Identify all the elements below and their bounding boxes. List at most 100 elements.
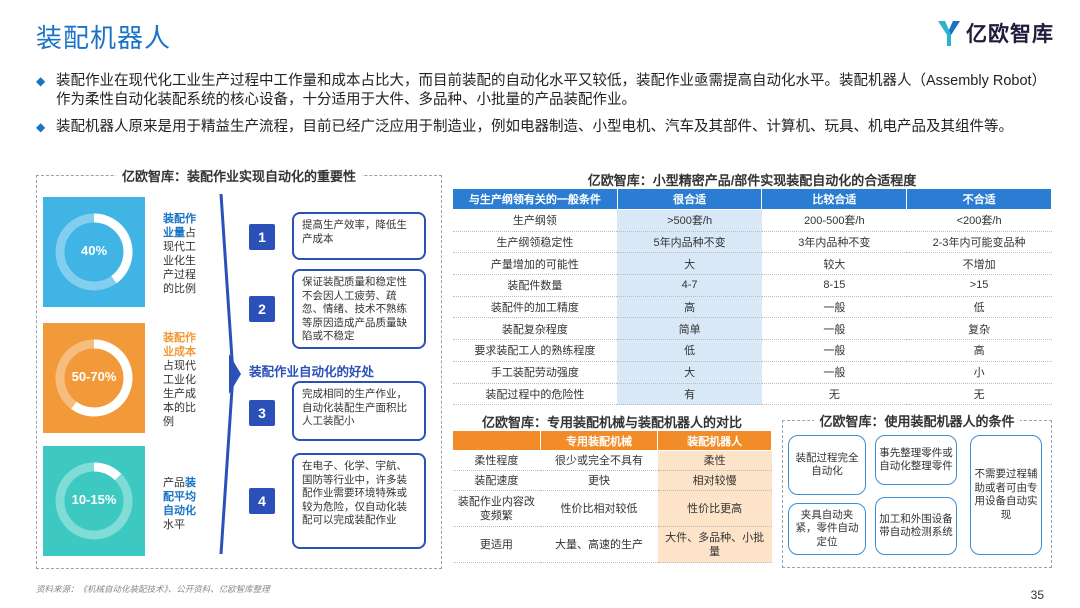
donut-arc bbox=[55, 462, 133, 540]
logo-text: 亿欧智库 bbox=[966, 23, 1054, 46]
table-row: 柔性程度 很少或完全不具有 柔性 bbox=[452, 450, 772, 471]
table-cell: 装配速度 bbox=[452, 470, 541, 491]
table-cell: 性价比相对较低 bbox=[540, 490, 658, 527]
benefit-label: 装配作业自动化的好处 bbox=[249, 365, 375, 379]
page-number: 35 bbox=[1030, 588, 1044, 602]
table-row: 装配作业内容改变频繁 性价比相对较低 性价比更高 bbox=[452, 490, 772, 527]
reason-box: 保证装配质量和稳定性不会因人工疲劳、疏忽、情绪、技术不熟练等原因造成产品质量缺陷… bbox=[292, 269, 426, 349]
table-cell: 大 bbox=[617, 252, 762, 276]
table-cell: 柔性 bbox=[657, 450, 772, 471]
table-cell: 柔性程度 bbox=[452, 450, 541, 471]
logo: 亿欧智库 bbox=[936, 18, 1054, 48]
table-cell: 装配复杂程度 bbox=[452, 317, 618, 341]
stat-value: 50-70% bbox=[71, 369, 117, 384]
table-cell: 低 bbox=[617, 339, 762, 362]
reason-box: 在电子、化学、宇航、国防等行业中，许多装配作业需要环境特殊或较为危险，仅自动化装… bbox=[292, 453, 426, 549]
table-row: 产量增加的可能性大较大 不增加 bbox=[452, 252, 1052, 276]
table-cell: 生产纲领稳定性 bbox=[452, 231, 618, 254]
table-cell: 一般 bbox=[761, 317, 907, 341]
stat-description: 装配作业量占现代工业化生产过程的比例 bbox=[163, 213, 196, 295]
table1-title: 亿欧智库：小型精密产品/部件实现装配自动化的合适程度 bbox=[587, 173, 917, 188]
table-cell: 无 bbox=[906, 383, 1052, 406]
table-row: 装配件数量 4-7 8-15 >15 bbox=[452, 274, 1052, 297]
table-cell: 小 bbox=[906, 361, 1052, 384]
table2-title: 亿欧智库：专用装配机械与装配机器人的对比 bbox=[481, 415, 742, 430]
table-cell: 装配作业内容改变频繁 bbox=[452, 490, 541, 527]
table-cell: 一般 bbox=[761, 296, 907, 319]
table-row: 装配过程中的危险性有无无 bbox=[452, 383, 1052, 406]
table-cell: 装配件的加工精度 bbox=[452, 296, 618, 319]
table-cell: 5年内品种不变 bbox=[617, 231, 762, 254]
table-cell: 大量、高速的生产 bbox=[540, 526, 658, 563]
panel-title: 亿欧智库：装配作业实现自动化的重要性 bbox=[115, 169, 362, 184]
conditions-panel: 亿欧智库：使用装配机器人的条件 装配过程完全自动化 事先整理零件或自动化整理零件… bbox=[782, 414, 1052, 568]
reason-number: 4 bbox=[249, 488, 275, 514]
table-cell: 装配过程中的危险性 bbox=[452, 383, 618, 406]
table-row: 手工装配劳动强度大一般小 bbox=[452, 361, 1052, 384]
donut-arc bbox=[55, 339, 133, 417]
diamond-icon: ◆ bbox=[36, 120, 46, 134]
condition-box: 加工和外围设备带自动检测系统 bbox=[875, 497, 957, 555]
stat-value: 10-15% bbox=[71, 492, 117, 507]
stat-value: 40% bbox=[80, 243, 108, 258]
diamond-icon: ◆ bbox=[36, 74, 46, 88]
conditions-title: 亿欧智库：使用装配机器人的条件 bbox=[814, 414, 1020, 429]
table-cell: 一般 bbox=[761, 361, 907, 384]
stat-card: 40% bbox=[43, 197, 145, 307]
table-cell: 4-7 bbox=[617, 274, 762, 297]
bracket-arrow-icon bbox=[219, 194, 241, 554]
table-cell: 生产纲领 bbox=[452, 209, 618, 232]
reason-box: 完成相同的生产作业，自动化装配生产面积比人工装配小 bbox=[292, 381, 426, 441]
table-cell: 高 bbox=[906, 339, 1052, 362]
table-cell: 200-500套/h bbox=[761, 209, 907, 232]
table-cell: 更适用 bbox=[452, 526, 541, 563]
table-cell: 很少或完全不具有 bbox=[540, 450, 658, 471]
table-row: 要求装配工人的熟练程度低一般高 bbox=[452, 339, 1052, 362]
suitability-table: 与生产纲领有关的一般条件 很合适 比较合适 不合适 生产纲领 >500套/h 200… bbox=[452, 188, 1052, 406]
donut-icon bbox=[43, 446, 145, 556]
page-title: 装配机器人 bbox=[36, 23, 172, 53]
bullet-item: ◆ 装配作业在现代化工业生产过程中工作量和成本占比大，而目前装配的自动化水平又较… bbox=[36, 73, 1039, 108]
table-cell: 3年内品种不变 bbox=[761, 231, 907, 254]
stat-description: 产品装配平均自动化水平 bbox=[163, 477, 196, 531]
table-cell: 更快 bbox=[540, 470, 658, 491]
table-cell: 高 bbox=[617, 296, 762, 319]
donut-icon bbox=[43, 197, 145, 307]
table-cell: 简单 bbox=[617, 317, 762, 341]
table-cell: 要求装配工人的熟练程度 bbox=[452, 339, 618, 362]
table-cell: 较大 bbox=[761, 252, 907, 276]
table-cell: 复杂 bbox=[906, 317, 1052, 341]
condition-box: 不需要过程辅助或者可由专用设备自动实现 bbox=[970, 435, 1042, 555]
stat-card: 10-15% bbox=[43, 446, 145, 556]
table-cell: 2-3年内可能变品种 bbox=[906, 231, 1052, 254]
condition-box: 事先整理零件或自动化整理零件 bbox=[875, 435, 957, 485]
stat-description: 装配作业成本占现代工业化生产成本的比例 bbox=[163, 332, 196, 428]
table-cell: 无 bbox=[761, 383, 907, 406]
table-row: 生产纲领稳定性 5年内品种不变 3年内品种不变 2-3年内可能变品种 bbox=[452, 231, 1052, 254]
source-note: 资料来源：《机械自动化装配技术》、公开资料、亿欧智库整理 bbox=[36, 584, 270, 594]
table-cell: 不增加 bbox=[906, 252, 1052, 276]
logo-icon bbox=[936, 18, 962, 48]
table-cell: 装配件数量 bbox=[452, 274, 618, 297]
condition-box: 夹具自动夹紧，零件自动定位 bbox=[788, 503, 866, 555]
importance-panel: 亿欧智库：装配作业实现自动化的重要性 40% 装配作业量占现代工业化生产过程的比… bbox=[36, 169, 442, 569]
reason-number: 1 bbox=[249, 224, 275, 250]
bullet-item: ◆ 装配机器人原来是用于精益生产流程，目前已经广泛应用于制造业，例如电器制造、小… bbox=[36, 119, 1013, 135]
intro-bullets: ◆ 装配作业在现代化工业生产过程中工作量和成本占比大，而目前装配的自动化水平又较… bbox=[36, 72, 1046, 145]
table-cell: 有 bbox=[617, 383, 762, 406]
table-cell: 产量增加的可能性 bbox=[452, 252, 618, 276]
table-header-row: 与生产纲领有关的一般条件 很合适 比较合适 不合适 bbox=[452, 188, 1052, 210]
reason-number: 2 bbox=[249, 296, 275, 322]
table-cell: 相对较慢 bbox=[657, 470, 772, 491]
donut-icon bbox=[43, 323, 145, 433]
table-cell: >15 bbox=[906, 274, 1052, 297]
table-row: 装配速度 更快 相对较慢 bbox=[452, 470, 772, 491]
reason-number: 3 bbox=[249, 400, 275, 426]
table-row: 更适用 大量、高速的生产 大件、多品种、小批量 bbox=[452, 526, 772, 563]
table-cell: 性价比更高 bbox=[657, 490, 772, 527]
table-cell: 8-15 bbox=[761, 274, 907, 297]
table-cell: 手工装配劳动强度 bbox=[452, 361, 618, 384]
table-row: 装配件的加工精度高一般低 bbox=[452, 296, 1052, 319]
table-cell: 一般 bbox=[761, 339, 907, 362]
table-cell: 大件、多品种、小批量 bbox=[657, 526, 772, 563]
